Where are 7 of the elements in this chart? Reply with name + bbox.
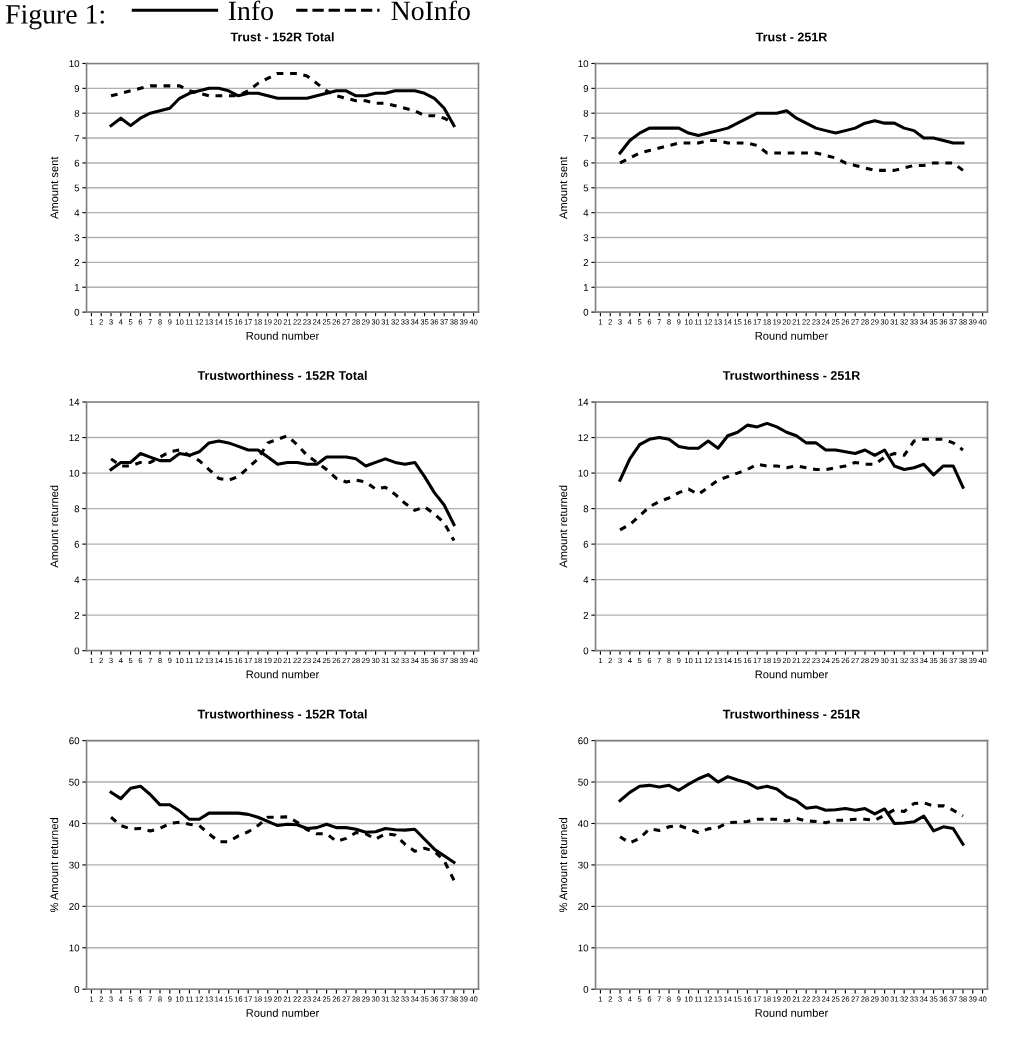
legend-title: Figure 1: bbox=[5, 5, 104, 30]
legend-label: Info bbox=[228, 0, 273, 21]
line-series bbox=[618, 773, 965, 846]
legend-label: NoInfo bbox=[391, 0, 470, 21]
line-series bbox=[618, 139, 965, 172]
line-series bbox=[618, 109, 965, 155]
line-series bbox=[109, 434, 456, 543]
